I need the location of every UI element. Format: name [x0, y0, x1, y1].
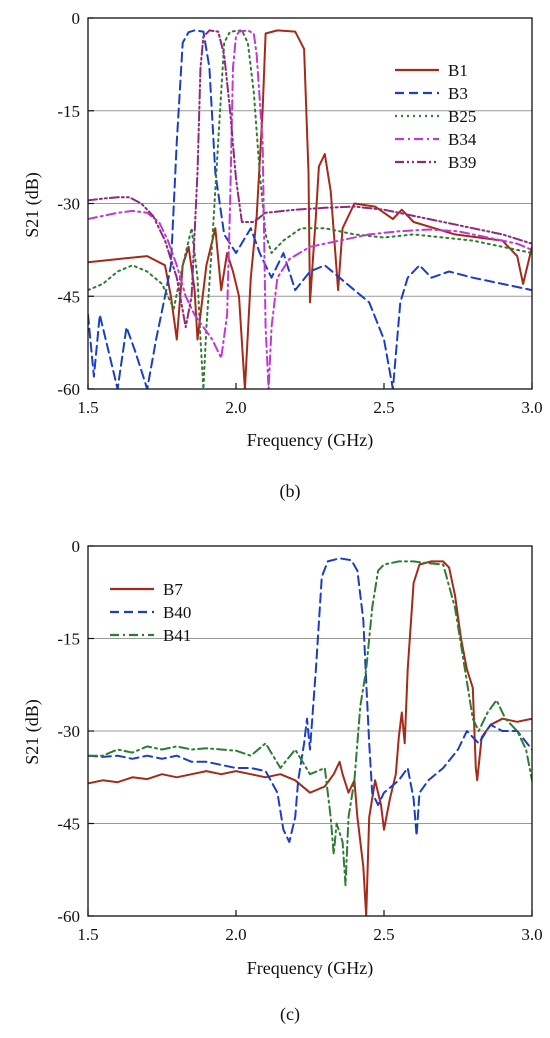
legend-label-b7: B7: [163, 580, 183, 599]
series-line-b1: [88, 29, 532, 389]
series-line-b34: [88, 29, 532, 389]
legend-label-b1: B1: [448, 61, 468, 80]
x-tick-label: 2.0: [225, 398, 246, 417]
y-tick-label: -45: [57, 287, 80, 306]
x-tick-label: 1.5: [77, 398, 98, 417]
legend-label-b41: B41: [163, 626, 191, 645]
x-axis-title: Frequency (GHz): [247, 430, 373, 451]
y-tick-label: -30: [57, 195, 80, 214]
legend-label-b39: B39: [448, 153, 476, 172]
x-tick-label: 1.5: [77, 925, 98, 944]
legend-label-b40: B40: [163, 603, 191, 622]
chart-c: 1.5 2.0 2.5 3.0 -60 -45 -30 -15 0 Frequency (GHz)…: [22, 537, 543, 1025]
y-tick-label: -45: [57, 815, 80, 834]
x-tick-label: 2.5: [373, 398, 394, 417]
x-tick-label: 3.0: [521, 398, 542, 417]
y-tick-label: -60: [57, 907, 80, 926]
panel-label: (b): [280, 481, 301, 502]
series-line-b25: [88, 29, 532, 389]
chart-b: 1.5 2.0 2.5 3.0 -60 -45 -30 -15 0 Frequency (GHz)…: [22, 9, 543, 502]
plot-area: [88, 29, 532, 389]
x-tick-label: 3.0: [521, 925, 542, 944]
plot-area: [88, 557, 532, 916]
x-tick-label: 2.5: [373, 925, 394, 944]
y-axis-title: S21 (dB): [22, 699, 43, 765]
panel-label: (c): [280, 1004, 300, 1025]
y-tick-label: -60: [57, 380, 80, 399]
series-line-b3: [88, 29, 532, 389]
legend-label-b34: B34: [448, 130, 477, 149]
x-tick-label: 2.0: [225, 925, 246, 944]
series-line-b41: [88, 560, 532, 887]
x-axis-title: Frequency (GHz): [247, 958, 373, 979]
y-tick-label: -15: [57, 102, 80, 121]
y-tick-label: 0: [72, 9, 81, 28]
legend-label-b25: B25: [448, 107, 476, 126]
series-line-b40: [88, 557, 532, 843]
y-tick-label: -15: [57, 630, 80, 649]
y-axis-title: S21 (dB): [22, 172, 43, 238]
y-tick-label: 0: [72, 537, 81, 556]
y-tick-label: -30: [57, 722, 80, 741]
legend-label-b3: B3: [448, 84, 468, 103]
series-line-b7: [88, 560, 532, 916]
series-line-b39: [88, 29, 532, 329]
